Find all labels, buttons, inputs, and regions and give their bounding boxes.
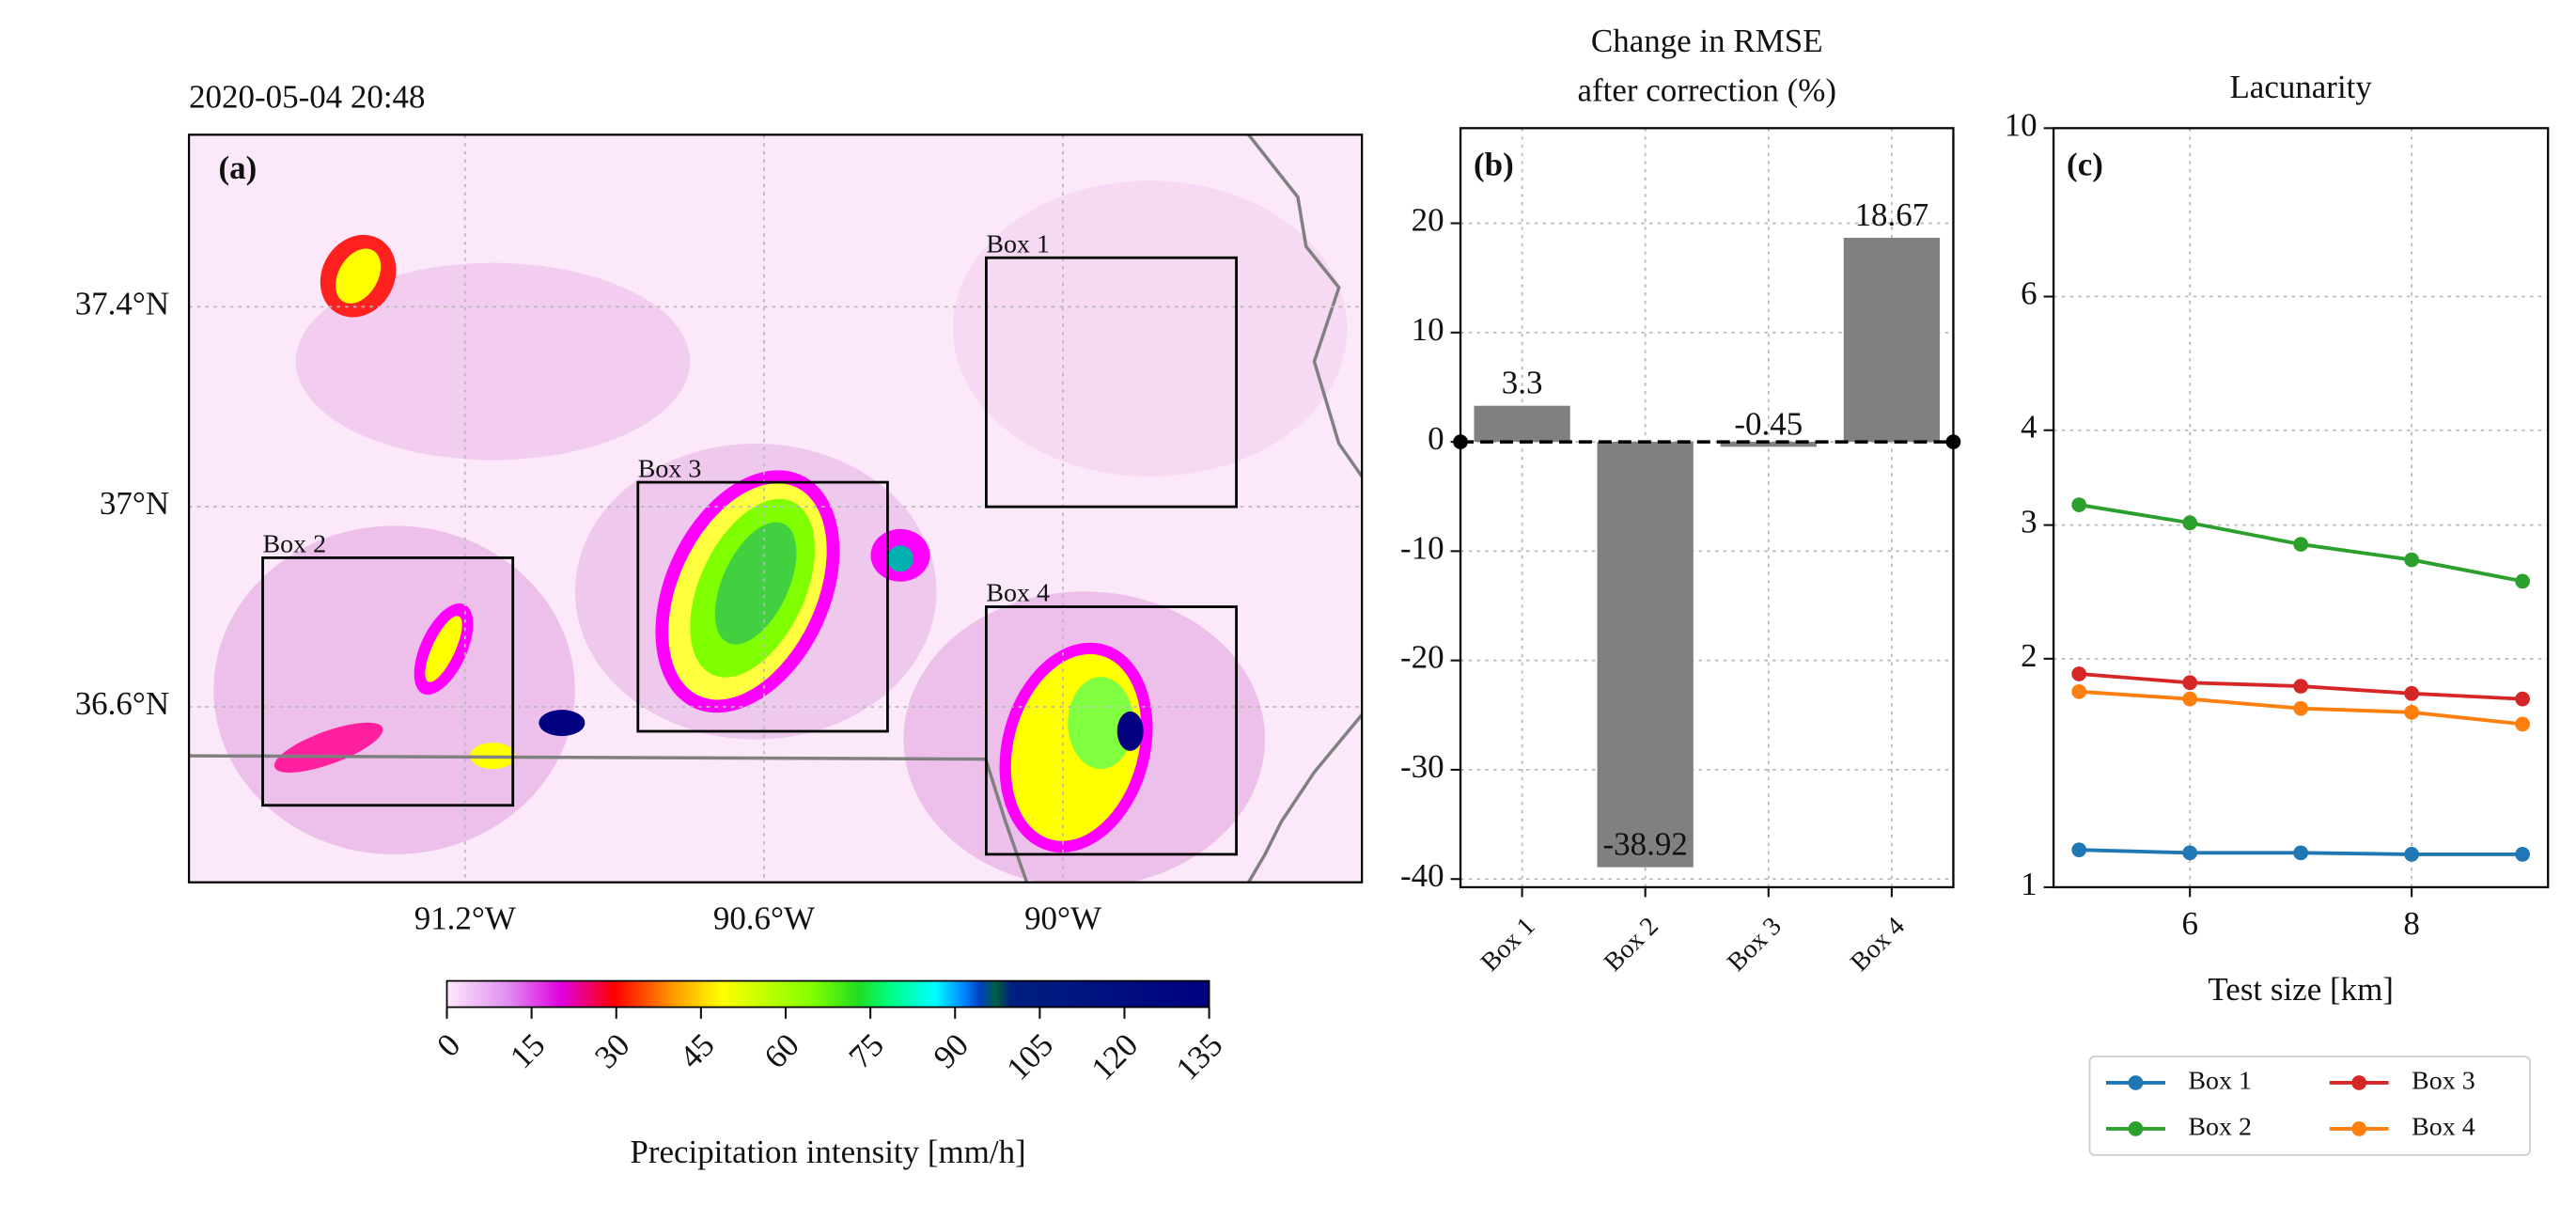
legend-marker [2351, 1121, 2367, 1136]
panel-label: (a) [219, 149, 258, 186]
x-tick-label: 90°W [1024, 900, 1101, 937]
colorbar-tick-label: 0 [429, 1026, 467, 1064]
point [2293, 537, 2309, 552]
x-tick-label: 8 [2403, 905, 2419, 942]
point [2182, 675, 2198, 691]
point [2515, 716, 2530, 732]
colorbar-tick-label: 60 [757, 1026, 806, 1075]
point [2293, 845, 2309, 861]
legend-label: Box 4 [2412, 1112, 2475, 1141]
box-label: Box 1 [986, 229, 1050, 258]
y-tick-label: 3 [2021, 504, 2037, 540]
region-box [984, 256, 1238, 509]
point [2515, 573, 2530, 589]
colorbar-tick-label: 120 [1085, 1026, 1146, 1088]
y-tick-label: -40 [1400, 857, 1444, 894]
box-label: Box 2 [263, 530, 327, 559]
colorbar-tick-label: 135 [1169, 1026, 1230, 1088]
box-label: Box 4 [986, 579, 1050, 608]
legend-label: Box 1 [2188, 1066, 2252, 1095]
point [2182, 691, 2198, 707]
x-axis-label: Test size [km] [2208, 971, 2394, 1008]
point [2515, 691, 2530, 707]
chart-title: Change in RMSE [1591, 23, 1823, 59]
x-tick-label: Box 3 [1722, 912, 1788, 978]
precip-field [189, 134, 1363, 883]
colorbar [446, 980, 1210, 1008]
value-label: -38.92 [1603, 826, 1688, 863]
bar [1720, 442, 1817, 447]
region-box [261, 556, 515, 807]
x-tick-label: Box 2 [1599, 912, 1664, 978]
chart-title: after correction (%) [1577, 72, 1836, 109]
panel-label: (b) [1474, 146, 1514, 182]
bar [1843, 237, 1941, 443]
point [2293, 700, 2309, 716]
legend-label: Box 3 [2412, 1066, 2475, 1095]
axes-frame [1459, 127, 1955, 889]
y-tick-label: 2 [2021, 637, 2037, 674]
point [2182, 515, 2198, 531]
y-tick-label: -10 [1400, 529, 1444, 566]
map-title: 2020-05-04 20:48 [189, 79, 425, 116]
point [2404, 847, 2419, 862]
region-box [636, 480, 889, 733]
point [2071, 497, 2087, 512]
colorbar-tick-label: 30 [587, 1026, 636, 1075]
value-label: 3.3 [1502, 365, 1543, 401]
point [2182, 845, 2198, 861]
point [2404, 552, 2419, 568]
point [2404, 704, 2419, 720]
bar [1474, 405, 1570, 443]
y-tick-label: 4 [2021, 409, 2037, 446]
colorbar-frame [445, 979, 1210, 1009]
x-tick-label: Box 1 [1475, 912, 1541, 978]
point [2293, 679, 2309, 694]
point [2071, 842, 2087, 858]
axes-frame [2052, 127, 2550, 889]
point [2404, 685, 2419, 701]
point [2071, 683, 2087, 699]
legend-marker [2128, 1121, 2144, 1136]
y-tick-label: 36.6°N [75, 685, 169, 722]
legend-marker [2351, 1075, 2367, 1090]
point [2071, 666, 2087, 681]
y-tick-label: 37°N [100, 485, 169, 522]
legend-marker [2128, 1075, 2144, 1090]
y-tick-label: 10 [2005, 106, 2037, 143]
box-label: Box 3 [638, 454, 702, 483]
y-tick-label: 1 [2021, 866, 2037, 902]
legend-label: Box 2 [2188, 1112, 2252, 1141]
y-tick-label: -30 [1400, 748, 1444, 785]
chart-title: Lacunarity [2229, 69, 2372, 105]
value-label: 18.67 [1855, 196, 1929, 233]
map-frame [187, 133, 1364, 884]
x-tick-label: 90.6°W [713, 900, 815, 937]
colorbar-tick-label: 15 [503, 1026, 552, 1075]
y-tick-label: -20 [1400, 639, 1444, 676]
colorbar-tick-label: 45 [672, 1026, 721, 1075]
region-box [984, 605, 1238, 856]
colorbar-label: Precipitation intensity [mm/h] [630, 1134, 1025, 1170]
y-tick-label: 10 [1412, 311, 1444, 348]
colorbar-tick-label: 90 [927, 1026, 976, 1075]
x-tick-label: 6 [2181, 905, 2197, 942]
y-tick-label: 0 [1428, 420, 1444, 457]
panel-label: (c) [2067, 146, 2103, 182]
y-tick-label: 20 [1412, 202, 1444, 239]
colorbar-tick-label: 75 [842, 1026, 891, 1075]
bar [1597, 442, 1694, 868]
x-tick-label: 91.2°W [414, 900, 516, 937]
value-label: -0.45 [1734, 405, 1803, 442]
y-tick-label: 6 [2021, 275, 2037, 312]
legend-frame [2088, 1056, 2531, 1156]
colorbar-tick-label: 105 [1000, 1026, 1061, 1088]
x-tick-label: Box 4 [1845, 912, 1911, 978]
y-tick-label: 37.4°N [75, 285, 169, 321]
point [2515, 847, 2530, 862]
